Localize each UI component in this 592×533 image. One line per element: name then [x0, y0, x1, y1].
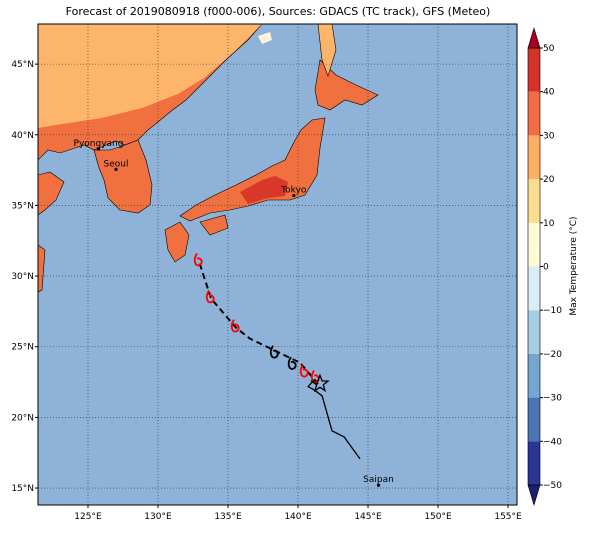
colorbar-under [527, 484, 541, 507]
colorbar-level [528, 310, 540, 354]
lat-tick-label: 30°N [11, 272, 34, 282]
storm-symbol [299, 364, 309, 378]
colorbar-tick-label: −20 [543, 350, 562, 360]
colorbar-over [527, 26, 541, 49]
colorbar-level [528, 441, 540, 485]
lat-tick-label: 20°N [11, 413, 34, 423]
colorbar-level [528, 135, 540, 180]
colorbar-label: Max Temperature (°C) [569, 216, 579, 315]
storm-track [193, 253, 361, 460]
colorbar: −50 −40 −30 −20 −10 0 10 20 30 40 50 [527, 26, 562, 507]
korea [93, 139, 153, 214]
colorbar-tick-label: −40 [543, 437, 562, 447]
graticule: 125°E 130°E 135°E 140°E 145°E 150°E 155°E 15°N 2… [11, 24, 522, 522]
colorbar-level [528, 48, 540, 92]
colorbar-level [528, 397, 540, 442]
sakhalin [317, 24, 337, 77]
lon-tick-label: 140°E [284, 512, 312, 522]
city-dot [96, 147, 101, 151]
storm-symbol [269, 345, 279, 359]
land [38, 24, 379, 293]
city-label: Pyongyang [74, 139, 124, 149]
forecast-track [198, 261, 319, 385]
china-coast [38, 171, 65, 216]
storm-symbol [230, 319, 240, 333]
lon-tick-label: 130°E [144, 512, 172, 522]
city-label: Tokyo [280, 186, 307, 196]
colorbar-tick-label: −50 [543, 481, 562, 491]
cool-patch [258, 32, 272, 44]
colorbar-tick-label: 40 [543, 88, 555, 98]
colorbar-tick-label: −10 [543, 306, 562, 316]
northern-land [38, 24, 262, 128]
city-dot [376, 483, 381, 487]
storm-symbol [205, 290, 215, 304]
hot-patch [240, 176, 288, 204]
lat-tick-label: 35°N [11, 201, 34, 211]
city-dot [292, 193, 296, 198]
observed-track [307, 381, 361, 460]
city-label: Saipan [363, 475, 394, 485]
lon-tick-label: 150°E [424, 512, 452, 522]
colorbar-level [528, 222, 540, 267]
colorbar-tick-label: 30 [543, 131, 555, 141]
lat-tick-label: 40°N [11, 131, 34, 141]
colorbar-tick-label: 0 [543, 263, 549, 273]
colorbar-tick-label: 10 [543, 219, 555, 229]
colorbar-level [528, 179, 540, 223]
colorbar-level [528, 266, 540, 311]
kyushu [164, 221, 190, 263]
lat-tick-label: 25°N [11, 343, 34, 353]
current-position-star [310, 373, 330, 393]
honshu [179, 117, 326, 222]
lat-tick-label: 45°N [11, 60, 34, 70]
map-title: Forecast of 2019080918 (f000-006), Sourc… [66, 5, 491, 18]
colorbar-tick-label: 50 [543, 44, 555, 54]
colorbar-level [528, 91, 540, 136]
lat-tick-label: 15°N [11, 484, 34, 494]
city-label: Seoul [104, 159, 129, 169]
storm-symbol [193, 253, 203, 267]
city-dot [114, 167, 118, 172]
lon-tick-label: 135°E [214, 512, 242, 522]
storm-symbol [287, 356, 297, 370]
cities: Pyongyang Seoul Tokyo Saipan [74, 139, 394, 487]
lon-tick-label: 155°E [494, 512, 522, 522]
hokkaido [314, 59, 379, 111]
colorbar-level [528, 353, 540, 398]
colorbar-tick-label: −30 [543, 394, 562, 404]
lon-tick-label: 145°E [354, 512, 382, 522]
lon-tick-label: 125°E [74, 512, 102, 522]
china-coast-south [38, 244, 46, 293]
map-frame [37, 23, 518, 506]
colorbar-tick-label: 20 [543, 175, 555, 185]
